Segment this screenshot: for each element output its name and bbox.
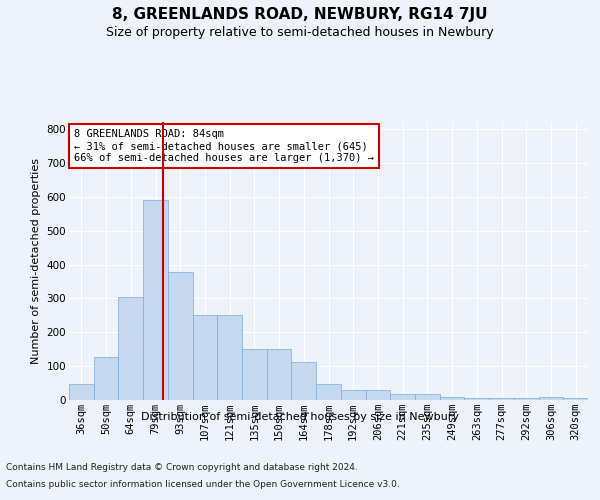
Bar	[514, 398, 539, 400]
Y-axis label: Number of semi-detached properties: Number of semi-detached properties	[31, 158, 41, 364]
Bar	[69, 384, 94, 400]
Text: Contains public sector information licensed under the Open Government Licence v3: Contains public sector information licen…	[6, 480, 400, 489]
Bar	[292, 362, 316, 400]
Bar	[143, 200, 168, 400]
Bar	[440, 396, 464, 400]
Text: Contains HM Land Registry data © Crown copyright and database right 2024.: Contains HM Land Registry data © Crown c…	[6, 462, 358, 471]
Text: 8 GREENLANDS ROAD: 84sqm
← 31% of semi-detached houses are smaller (645)
66% of : 8 GREENLANDS ROAD: 84sqm ← 31% of semi-d…	[74, 130, 374, 162]
Bar	[168, 272, 193, 400]
Bar	[365, 390, 390, 400]
Bar	[267, 348, 292, 400]
Bar	[316, 384, 341, 400]
Bar	[193, 316, 217, 400]
Text: Size of property relative to semi-detached houses in Newbury: Size of property relative to semi-detach…	[106, 26, 494, 39]
Bar	[390, 394, 415, 400]
Bar	[489, 398, 514, 400]
Text: 8, GREENLANDS ROAD, NEWBURY, RG14 7JU: 8, GREENLANDS ROAD, NEWBURY, RG14 7JU	[112, 8, 488, 22]
Bar	[217, 316, 242, 400]
Bar	[94, 357, 118, 400]
Bar	[242, 348, 267, 400]
Bar	[464, 398, 489, 400]
Bar	[341, 390, 365, 400]
Bar	[118, 298, 143, 400]
Bar	[539, 396, 563, 400]
Bar	[415, 394, 440, 400]
Text: Distribution of semi-detached houses by size in Newbury: Distribution of semi-detached houses by …	[141, 412, 459, 422]
Bar	[563, 398, 588, 400]
